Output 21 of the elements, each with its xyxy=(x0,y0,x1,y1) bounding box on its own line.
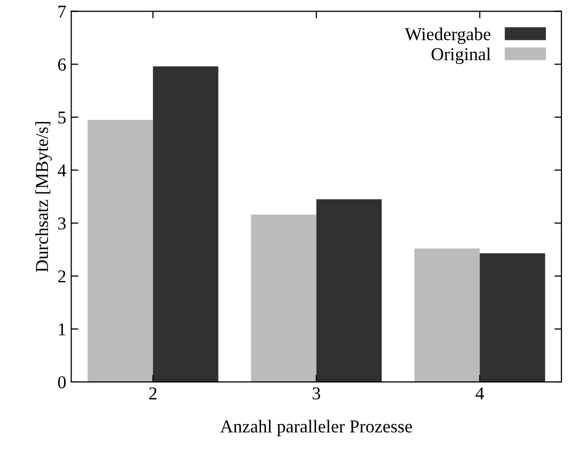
x-tick-label: 4 xyxy=(476,387,484,400)
bar xyxy=(152,66,218,382)
x-tick-label: 3 xyxy=(312,387,320,400)
y-tick-label: 4 xyxy=(58,164,66,176)
y-tick-label: 5 xyxy=(58,112,66,124)
y-tick-label: 1 xyxy=(58,323,66,336)
y-tick-label: 3 xyxy=(58,217,66,230)
bar xyxy=(480,253,546,382)
y-tick-label: 6 xyxy=(58,58,66,71)
x-tick-label: 2 xyxy=(149,387,156,400)
y-tick-label: 0 xyxy=(58,376,66,388)
legend-label: Wiedergabe xyxy=(404,28,490,44)
bar xyxy=(316,199,382,382)
y-axis-title: Durchsatz [MByte/s] xyxy=(35,122,52,272)
y-tick-label: 2 xyxy=(58,270,66,282)
y-tick-label: 7 xyxy=(58,6,66,18)
x-axis-title: Anzahl paralleler Prozesse xyxy=(220,420,412,436)
bar xyxy=(250,214,316,382)
legend-label: Original xyxy=(432,48,491,64)
bar xyxy=(88,120,153,382)
bar xyxy=(414,248,480,382)
